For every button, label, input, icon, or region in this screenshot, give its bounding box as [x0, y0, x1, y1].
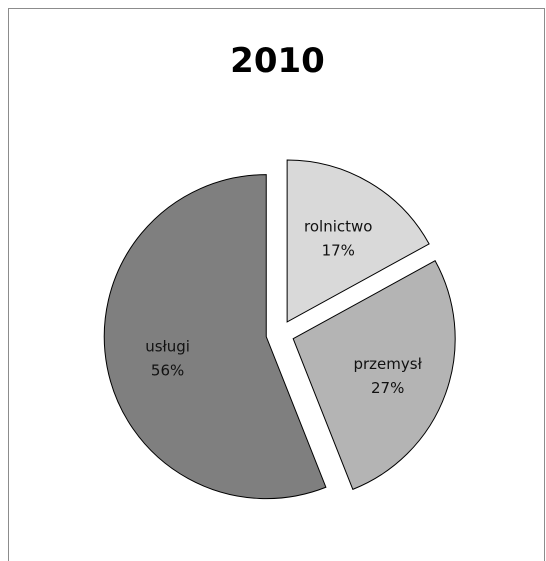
slice-value-2: 56% — [151, 361, 184, 379]
slice-value-0: 17% — [322, 241, 355, 259]
chart-title: 2010 — [230, 41, 325, 81]
slice-label-0: rolnictwo — [304, 217, 372, 235]
slice-label-2: usługi — [145, 337, 190, 355]
slice-value-1: 27% — [371, 379, 404, 397]
pie-slice-1 — [292, 260, 456, 491]
pie-slice-2 — [103, 174, 327, 500]
slice-label-1: przemysł — [353, 355, 422, 373]
pie-slice-0 — [286, 159, 430, 323]
